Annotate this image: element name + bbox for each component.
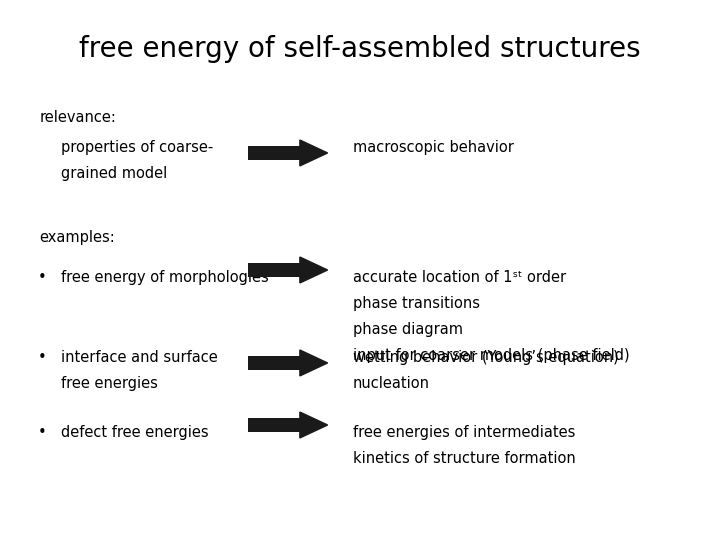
Text: phase diagram: phase diagram [353,322,463,337]
Polygon shape [300,350,328,376]
Text: defect free energies: defect free energies [61,425,209,440]
Bar [248,418,300,432]
Text: input for coarser models (phase field): input for coarser models (phase field) [353,348,629,363]
Bar [248,263,300,277]
Text: relevance:: relevance: [40,110,117,125]
Polygon shape [300,140,328,166]
Text: interface and surface: interface and surface [61,350,218,365]
Text: •: • [37,270,46,285]
Text: wetting behavior (Young’s equation): wetting behavior (Young’s equation) [353,350,618,365]
Text: phase transitions: phase transitions [353,296,480,311]
Text: grained model: grained model [61,166,168,181]
Polygon shape [300,412,328,438]
Bar [248,146,300,160]
Text: kinetics of structure formation: kinetics of structure formation [353,451,575,466]
Text: free energy of morphologies: free energy of morphologies [61,270,269,285]
Text: accurate location of 1ˢᵗ order: accurate location of 1ˢᵗ order [353,270,566,285]
Text: macroscopic behavior: macroscopic behavior [353,140,513,155]
Text: examples:: examples: [40,230,115,245]
Polygon shape [300,257,328,283]
Text: •: • [37,350,46,365]
Text: properties of coarse-: properties of coarse- [61,140,213,155]
Text: •: • [37,425,46,440]
Text: free energy of self-assembled structures: free energy of self-assembled structures [79,35,641,63]
Text: free energies of intermediates: free energies of intermediates [353,425,575,440]
Text: nucleation: nucleation [353,376,430,391]
Text: free energies: free energies [61,376,158,391]
Bar [248,356,300,370]
